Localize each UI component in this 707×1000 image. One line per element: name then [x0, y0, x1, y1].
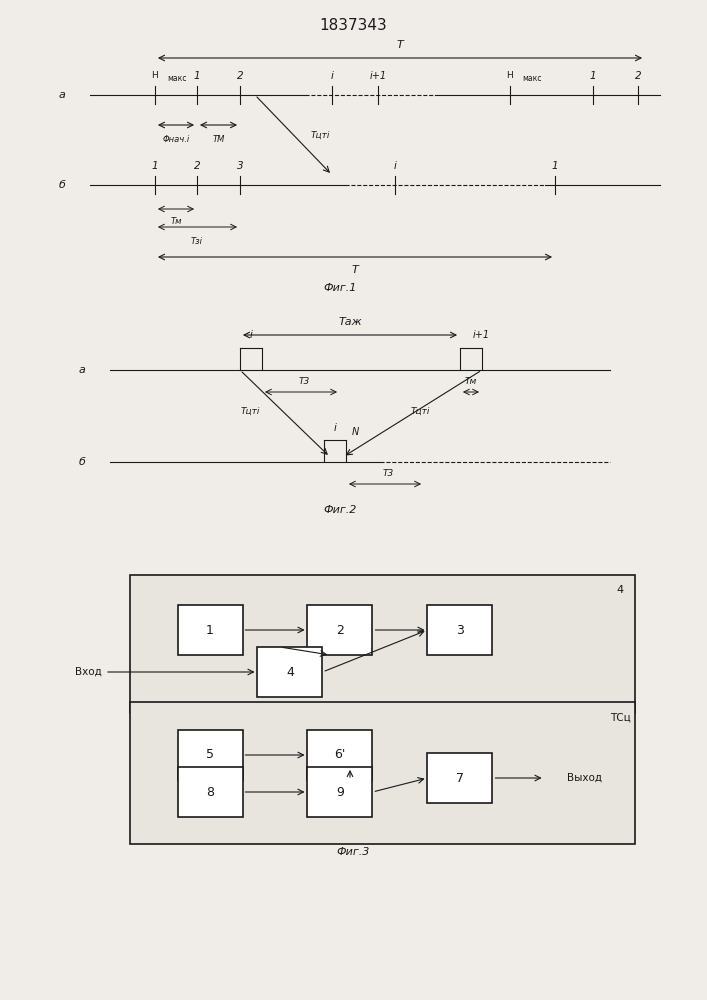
Text: Тм: Тм — [170, 218, 182, 227]
Text: 1: 1 — [590, 71, 596, 81]
Text: 7: 7 — [456, 772, 464, 784]
Bar — [308, 767, 373, 817]
Text: i: i — [331, 71, 334, 81]
Text: H: H — [507, 70, 513, 80]
Text: 1: 1 — [194, 71, 200, 81]
Bar — [177, 605, 243, 655]
Text: макс: макс — [167, 74, 187, 83]
Bar — [130, 702, 635, 844]
Text: i+1: i+1 — [472, 330, 489, 340]
Text: 4: 4 — [617, 585, 624, 595]
Text: а: а — [78, 365, 86, 375]
Text: i: i — [250, 330, 252, 340]
Text: 1: 1 — [206, 624, 214, 637]
Text: 2: 2 — [336, 624, 344, 637]
Text: Фиг.1: Фиг.1 — [323, 283, 357, 293]
Text: Тзi: Тзi — [191, 236, 203, 245]
Text: 2: 2 — [194, 161, 200, 171]
Text: Выход: Выход — [568, 773, 602, 783]
Text: 1: 1 — [152, 161, 158, 171]
Text: 2: 2 — [635, 71, 641, 81]
Text: Тцтi: Тцтi — [240, 406, 259, 416]
Text: 8: 8 — [206, 786, 214, 798]
Text: 2: 2 — [237, 71, 243, 81]
Text: Т3: Т3 — [382, 468, 394, 478]
Text: Таж: Таж — [338, 317, 362, 327]
Bar — [177, 730, 243, 780]
Text: 1: 1 — [551, 161, 559, 171]
Text: макс: макс — [522, 74, 542, 83]
Text: i+1: i+1 — [370, 71, 387, 81]
Text: i: i — [394, 161, 397, 171]
Text: i: i — [334, 423, 337, 433]
Text: Тцтi: Тцтi — [310, 130, 329, 139]
Text: Тцтi: Тцтi — [410, 406, 430, 416]
Text: 5: 5 — [206, 748, 214, 762]
Text: 1837343: 1837343 — [320, 17, 387, 32]
Text: Т3: Т3 — [298, 376, 310, 385]
Text: б: б — [59, 180, 66, 190]
Bar — [130, 575, 635, 713]
Text: T: T — [397, 40, 404, 50]
Bar — [308, 730, 373, 780]
Bar — [177, 767, 243, 817]
Text: H: H — [151, 70, 158, 80]
Bar — [428, 753, 493, 803]
Text: 4: 4 — [286, 666, 294, 678]
Text: 6': 6' — [334, 748, 346, 762]
Text: б: б — [78, 457, 86, 467]
Bar — [308, 605, 373, 655]
Text: Вход: Вход — [75, 667, 102, 677]
Text: N: N — [351, 427, 358, 437]
Text: 3: 3 — [456, 624, 464, 637]
Text: T: T — [351, 265, 358, 275]
Text: 3: 3 — [237, 161, 243, 171]
Text: 9: 9 — [336, 786, 344, 798]
Text: Фиг.2: Фиг.2 — [323, 505, 357, 515]
Bar — [428, 605, 493, 655]
Text: Φнач.i: Φнач.i — [163, 134, 189, 143]
Bar — [257, 647, 322, 697]
Text: ТМ: ТМ — [212, 134, 225, 143]
Text: ТСц: ТСц — [609, 713, 631, 723]
Text: Фиг.3: Фиг.3 — [337, 847, 370, 857]
Text: а: а — [59, 90, 66, 100]
Text: Тм: Тм — [465, 376, 477, 385]
